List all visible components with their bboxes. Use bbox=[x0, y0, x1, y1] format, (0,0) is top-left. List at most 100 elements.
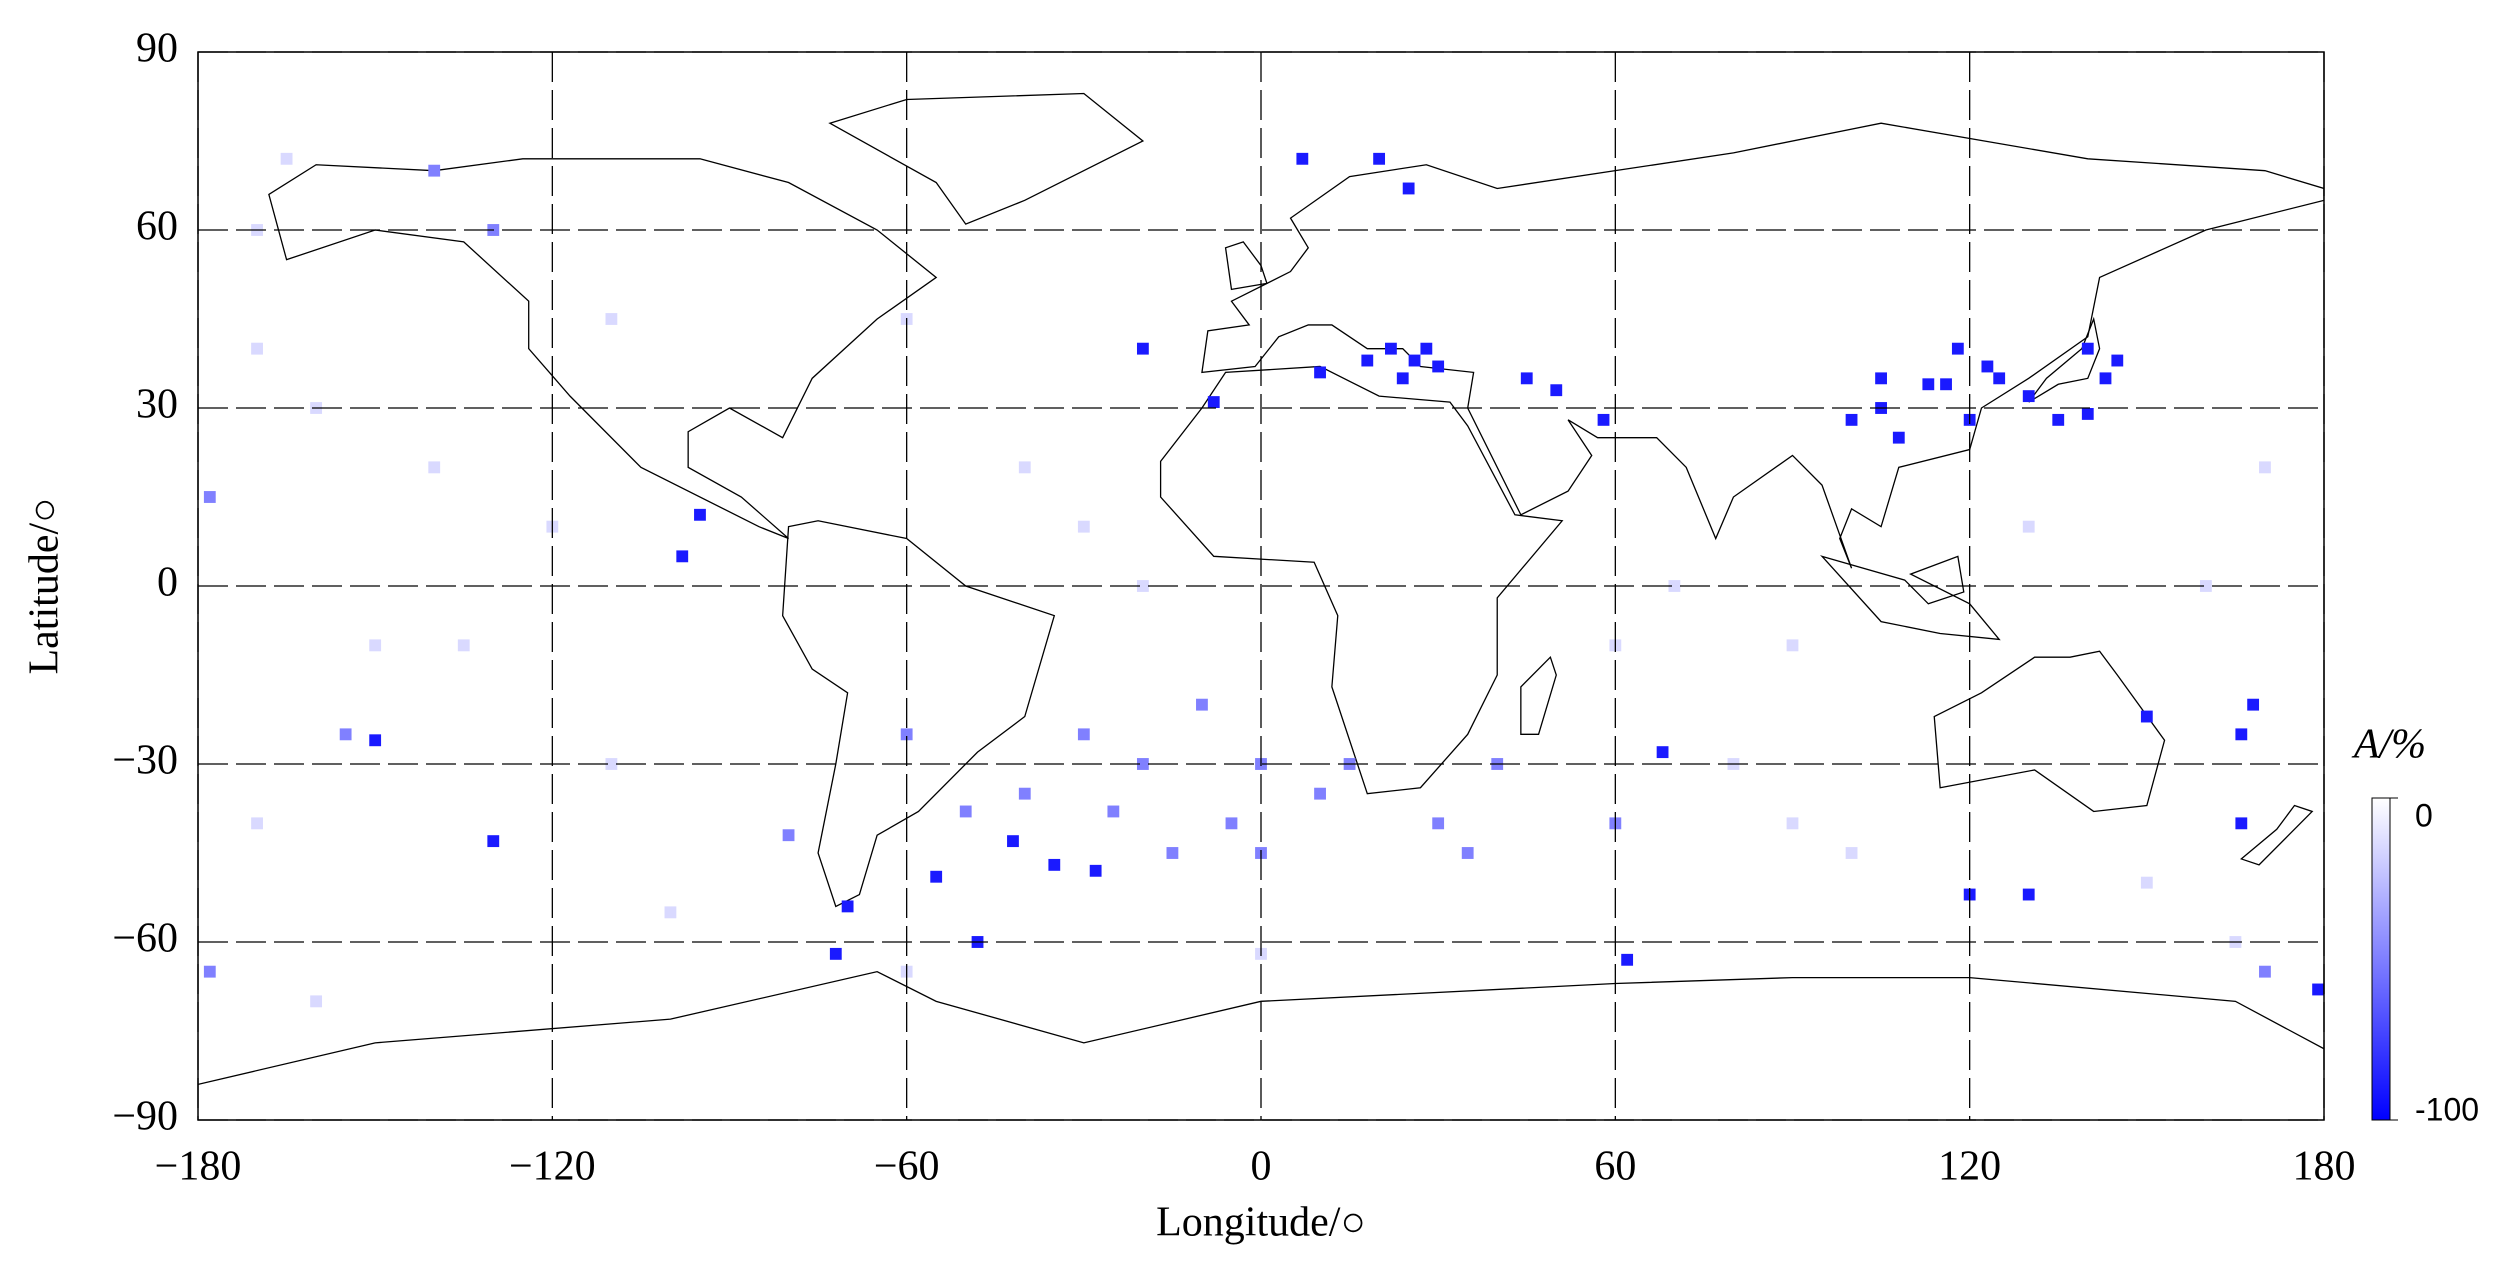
data-cell bbox=[1786, 639, 1799, 652]
eurasia bbox=[1202, 123, 2324, 568]
indonesia bbox=[1822, 556, 1999, 639]
data-cell bbox=[2199, 580, 2212, 592]
colorbar-label: A/% bbox=[2351, 722, 2426, 768]
data-cell bbox=[1550, 384, 1563, 397]
data-cell bbox=[1089, 864, 1102, 877]
data-cell bbox=[369, 734, 382, 747]
data-cell bbox=[1408, 354, 1421, 367]
x-tick-label: 120 bbox=[1938, 1144, 2001, 1190]
x-tick-label: −120 bbox=[509, 1144, 596, 1190]
data-cell bbox=[1136, 758, 1149, 770]
data-cell bbox=[1373, 152, 1386, 165]
x-axis-label: Longitude/○ bbox=[1156, 1200, 1366, 1246]
africa bbox=[1161, 366, 1563, 793]
data-cell bbox=[2140, 710, 2153, 723]
data-cell bbox=[1077, 728, 1090, 741]
data-cell bbox=[664, 906, 677, 919]
data-cell bbox=[2259, 461, 2271, 474]
x-tick-label: 0 bbox=[1251, 1144, 1272, 1190]
data-cell bbox=[1922, 378, 1935, 391]
data-cell bbox=[1225, 817, 1238, 830]
data-cell bbox=[2247, 698, 2260, 711]
data-cells bbox=[203, 152, 2324, 1008]
data-cell bbox=[1018, 461, 1031, 474]
data-cell bbox=[1432, 360, 1445, 373]
data-cell bbox=[369, 639, 382, 652]
data-cell bbox=[1875, 372, 1887, 385]
y-tick-label: −90 bbox=[112, 1094, 178, 1140]
colorbar bbox=[2371, 797, 2391, 1121]
y-tick-label: −60 bbox=[112, 916, 178, 962]
data-cell bbox=[1385, 342, 1397, 355]
data-cell bbox=[280, 152, 293, 165]
antarctica bbox=[198, 972, 2324, 1085]
data-cell bbox=[1007, 835, 1019, 848]
data-cell bbox=[2052, 413, 2065, 426]
data-cell bbox=[1396, 372, 1409, 385]
y-axis-label: Latitude/○ bbox=[22, 498, 68, 675]
data-cell bbox=[1668, 580, 1681, 592]
data-cell bbox=[1207, 396, 1220, 408]
data-cell bbox=[782, 829, 795, 842]
data-cell bbox=[1402, 182, 1415, 195]
data-cell bbox=[676, 550, 689, 563]
greenland bbox=[830, 94, 1143, 225]
colorbar-tick-label: 0 bbox=[2415, 797, 2433, 833]
data-cell bbox=[1296, 152, 1309, 165]
data-cell bbox=[1892, 431, 1905, 444]
data-cell bbox=[1993, 372, 2006, 385]
data-cell bbox=[339, 728, 352, 741]
data-cell bbox=[2022, 390, 2035, 403]
data-cell bbox=[1107, 805, 1120, 818]
australia bbox=[1934, 651, 2164, 811]
data-cell bbox=[1940, 378, 1952, 391]
grid bbox=[197, 51, 2325, 1121]
madagascar bbox=[1521, 657, 1556, 734]
x-tick-label: 60 bbox=[1594, 1144, 1636, 1190]
data-cell bbox=[1981, 360, 1994, 373]
data-cell bbox=[694, 508, 706, 521]
data-cell bbox=[959, 805, 972, 818]
y-tick-label: −30 bbox=[112, 738, 178, 784]
data-cell bbox=[310, 995, 323, 1008]
y-tick-label: 0 bbox=[157, 560, 178, 606]
y-tick-label: 60 bbox=[136, 204, 178, 250]
data-cell bbox=[251, 342, 263, 355]
data-cell bbox=[1461, 847, 1474, 859]
data-cell bbox=[1314, 366, 1326, 379]
data-cell bbox=[1951, 342, 1964, 355]
north-america bbox=[269, 159, 936, 539]
x-tick-label: 180 bbox=[2293, 1144, 2356, 1190]
data-cell bbox=[1420, 342, 1433, 355]
data-cell bbox=[605, 758, 618, 770]
data-cell bbox=[2259, 965, 2271, 978]
data-cell bbox=[457, 639, 470, 652]
data-cell bbox=[2235, 728, 2248, 741]
data-cell bbox=[2081, 408, 2094, 420]
data-cell bbox=[2312, 983, 2324, 996]
data-cell bbox=[930, 870, 943, 883]
data-cell bbox=[1656, 746, 1669, 759]
data-cell bbox=[1018, 787, 1031, 800]
data-cell bbox=[829, 947, 842, 960]
data-cell bbox=[1314, 787, 1326, 800]
data-cell bbox=[1166, 847, 1179, 859]
data-cell bbox=[487, 835, 500, 848]
data-cell bbox=[841, 900, 854, 913]
data-cell bbox=[1048, 858, 1061, 871]
data-cell bbox=[1786, 817, 1799, 830]
data-cell bbox=[2022, 888, 2035, 901]
data-cell bbox=[2111, 354, 2124, 367]
data-cell bbox=[2022, 520, 2035, 533]
japan bbox=[2029, 319, 2100, 402]
data-cell bbox=[203, 965, 216, 978]
coastlines bbox=[198, 94, 2324, 1085]
new-zealand bbox=[2241, 806, 2312, 865]
data-cell bbox=[1845, 847, 1858, 859]
data-cell bbox=[605, 313, 618, 325]
data-cell bbox=[2235, 817, 2248, 830]
data-cell bbox=[1196, 698, 1208, 711]
x-tick-label: −60 bbox=[874, 1144, 940, 1190]
data-cell bbox=[1845, 413, 1858, 426]
